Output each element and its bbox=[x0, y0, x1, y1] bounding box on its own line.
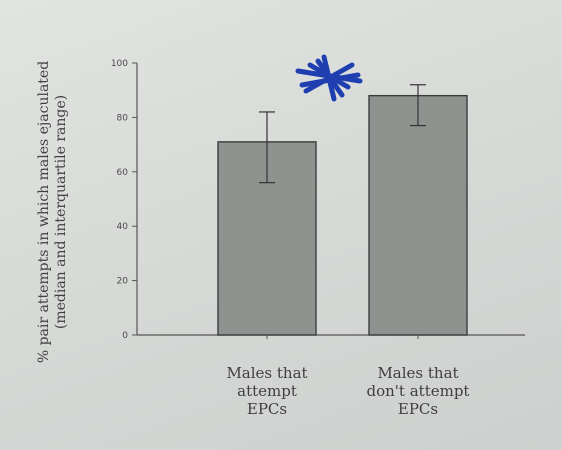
y-axis-label: % pair attempts in which males ejaculate… bbox=[36, 61, 52, 363]
category-label-line: EPCs bbox=[398, 400, 438, 418]
category-label-2: Males that don't attempt EPCs bbox=[367, 364, 470, 418]
category-label-1: Males that attempt EPCs bbox=[226, 364, 307, 418]
asterisk-stroke bbox=[307, 62, 351, 90]
category-label-line: Males that bbox=[226, 364, 307, 382]
y-tick-label: 80 bbox=[117, 113, 129, 123]
y-tick-label: 60 bbox=[117, 168, 129, 178]
y-axis-label-sub: (median and interquartile range) bbox=[53, 95, 69, 329]
category-label-line: EPCs bbox=[247, 400, 287, 418]
category-label-line: attempt bbox=[237, 382, 297, 400]
y-tick-label: 40 bbox=[117, 222, 129, 232]
y-tick-label: 0 bbox=[122, 331, 128, 341]
y-tick-label: 100 bbox=[111, 59, 128, 69]
asterisk-mark bbox=[295, 54, 363, 102]
category-label-line: don't attempt bbox=[367, 382, 470, 400]
bar-2 bbox=[368, 94, 468, 336]
category-label-line: Males that bbox=[377, 364, 458, 382]
y-tick-label: 20 bbox=[117, 277, 129, 287]
